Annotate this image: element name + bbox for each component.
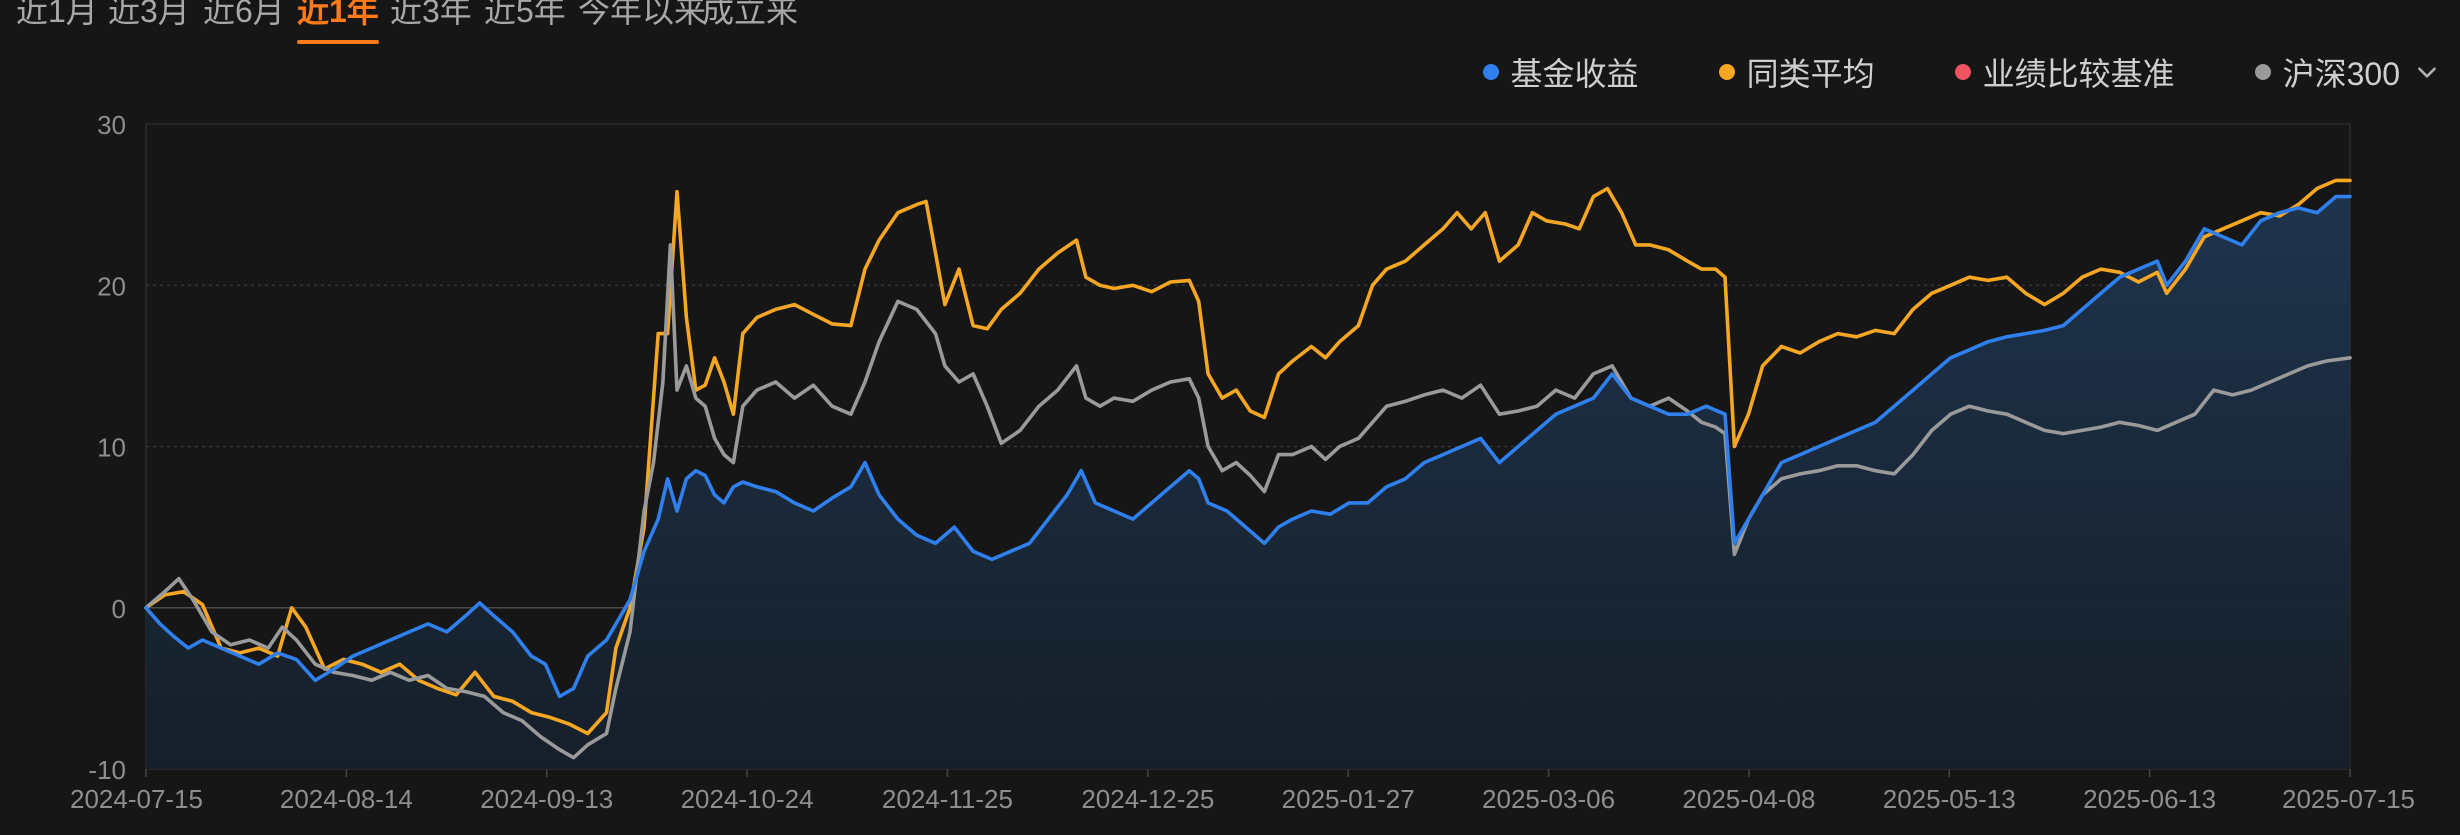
tab-2[interactable]: 近6月	[203, 0, 285, 32]
tab-6[interactable]: 今年以来	[578, 0, 706, 32]
tab-label: 近3月	[108, 0, 190, 29]
tab-1[interactable]: 近3月	[108, 0, 190, 32]
tab-label: 近5年	[484, 0, 566, 29]
fund-area-fill	[146, 196, 2350, 770]
x-tick-label: 2025-06-13	[2083, 784, 2216, 814]
legend-label: 基金收益	[1510, 56, 1639, 92]
legend-item-csi300[interactable]: 沪深300	[2254, 49, 2440, 95]
y-tick-label: -10	[88, 755, 126, 785]
y-tick-label: 0	[112, 594, 126, 624]
x-tick-label: 2024-10-24	[681, 784, 814, 814]
area-layer	[146, 196, 2350, 770]
x-tick-label: 2024-11-25	[882, 784, 1013, 814]
tab-3[interactable]: 近1年	[297, 0, 379, 44]
tab-0[interactable]: 近1月	[16, 0, 98, 32]
series-layer	[144, 178, 2352, 760]
legend-item-fund-return[interactable]: 基金收益	[1482, 49, 1639, 95]
series-line-同类平均	[144, 178, 2352, 736]
series-line-沪深300	[144, 243, 2352, 760]
x-tick-label: 2025-05-13	[1883, 784, 2016, 814]
tab-label: 成立来	[702, 0, 799, 29]
chart-legend: 基金收益 同类平均 业绩比较基准 沪深300	[1482, 49, 2440, 95]
x-tick-label: 2025-03-06	[1482, 784, 1615, 814]
y-tick-label: 30	[97, 110, 126, 140]
legend-item-benchmark[interactable]: 业绩比较基准	[1954, 49, 2175, 95]
tab-7[interactable]: 成立来	[702, 0, 798, 32]
legend-label: 业绩比较基准	[1982, 56, 2175, 92]
x-tick-label: 2024-09-13	[480, 784, 613, 814]
period-tabs: 近1月 近3月 近6月 近1年 近3年 近5年 今年以来 成立来	[0, 0, 1300, 44]
x-tick-label: 2024-08-14	[280, 784, 413, 814]
tab-label: 近6月	[203, 0, 285, 29]
x-tick-label: 2024-12-25	[1081, 784, 1214, 814]
active-tab-indicator	[297, 40, 379, 44]
x-tick-label: 2025-01-27	[1282, 784, 1415, 814]
x-tick-label: 2025-07-15	[2282, 784, 2415, 814]
tab-label: 近1月	[16, 0, 98, 29]
x-tick-label: 2025-04-08	[1682, 784, 1815, 814]
legend-label: 沪深300	[2282, 56, 2400, 92]
tab-5[interactable]: 近5年	[484, 0, 566, 32]
legend-item-peer-average[interactable]: 同类平均	[1718, 49, 1875, 95]
chevron-down-icon[interactable]	[2414, 59, 2440, 85]
tab-label: 今年以来	[578, 0, 707, 29]
tab-label: 近3年	[390, 0, 472, 29]
series-line-基金收益	[144, 194, 2352, 699]
y-tick-label: 20	[97, 271, 126, 301]
legend-dot-icon	[1482, 64, 1499, 80]
legend-label: 同类平均	[1746, 56, 1875, 92]
x-tick-label: 2024-07-15	[70, 784, 203, 814]
tab-4[interactable]: 近3年	[390, 0, 472, 32]
tab-label: 近1年	[297, 0, 379, 29]
legend-dot-icon	[1718, 64, 1735, 80]
y-tick-label: 10	[97, 433, 126, 463]
legend-dot-icon	[1954, 64, 1971, 80]
legend-dot-icon	[2254, 64, 2271, 80]
